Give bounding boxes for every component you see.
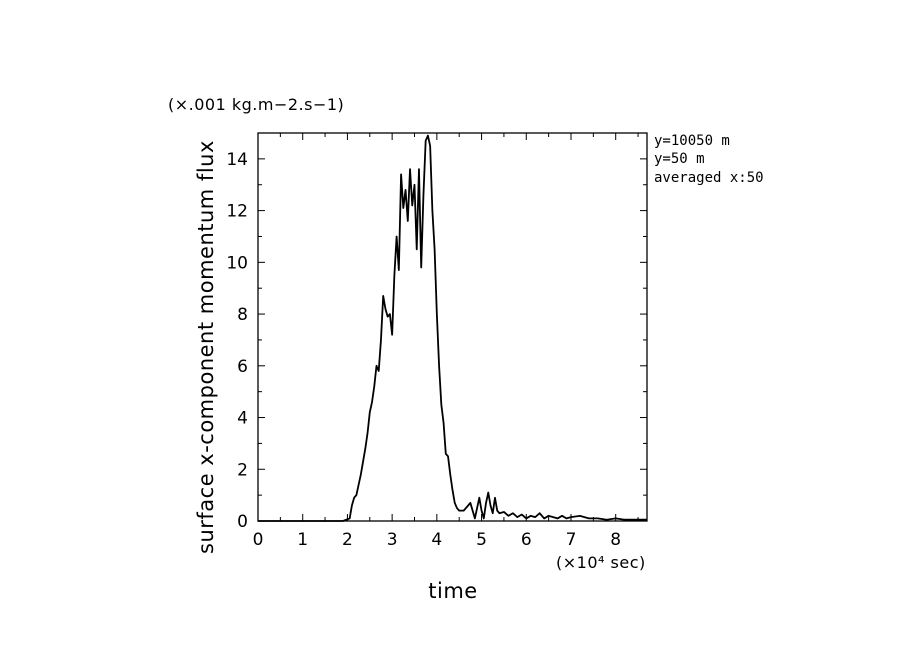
y-tick-label: 2 bbox=[237, 460, 248, 480]
x-tick-label: 2 bbox=[342, 530, 353, 550]
x-axis-ticks: 0 1 2 3 4 5 6 7 8 bbox=[253, 133, 639, 550]
y-tick-label: 12 bbox=[226, 202, 248, 222]
y-tick-label: 0 bbox=[237, 512, 248, 532]
plot-frame bbox=[257, 132, 648, 522]
y-tick-label: 14 bbox=[226, 150, 248, 170]
x-tick-label: 4 bbox=[431, 530, 442, 550]
y-tick-label: 6 bbox=[237, 357, 248, 377]
x-tick-label: 0 bbox=[253, 530, 264, 550]
annotation-y-first: y=10050 m bbox=[654, 133, 730, 149]
annotation-averaged: averaged x:50 bbox=[654, 170, 764, 186]
series-line bbox=[258, 134, 647, 522]
x-axis-title: time bbox=[428, 579, 477, 603]
x-tick-label: 3 bbox=[387, 530, 398, 550]
y-axis-ticks: 0 2 4 6 8 10 12 14 bbox=[226, 132, 647, 532]
annotation-block: y=10050 m y=50 m averaged x:50 bbox=[654, 133, 764, 186]
x-tick-label: 1 bbox=[297, 530, 308, 550]
series-layer bbox=[258, 134, 647, 522]
y-tick-label: 4 bbox=[237, 409, 248, 429]
y-axis-title: surface x-component momentum flux bbox=[194, 140, 218, 554]
x-tick-label: 5 bbox=[476, 530, 487, 550]
y-tick-label: 8 bbox=[237, 305, 248, 325]
x-unit-label: (×10⁴ sec) bbox=[556, 553, 646, 572]
x-tick-label: 6 bbox=[521, 530, 532, 550]
x-tick-label: 8 bbox=[610, 530, 621, 550]
y-tick-label: 10 bbox=[226, 253, 248, 273]
y-unit-label: (×.001 kg.m−2.s−1) bbox=[168, 95, 344, 114]
annotation-y-second: y=50 m bbox=[654, 151, 705, 167]
x-tick-label: 7 bbox=[566, 530, 577, 550]
